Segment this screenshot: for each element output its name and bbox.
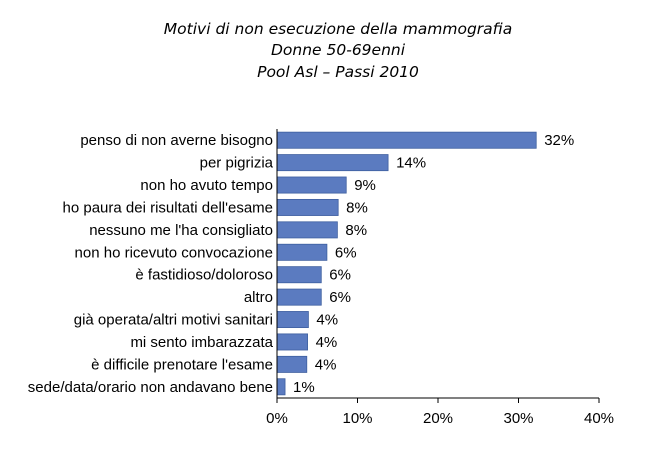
category-label: nessuno me l'ha consigliato [89, 222, 273, 239]
data-label: 1% [293, 379, 315, 396]
chart-title: Motivi di non esecuzione della mammograf… [164, 20, 512, 81]
category-label: già operata/altri motivi sanitari [74, 312, 273, 329]
category-label: per pigrizia [200, 155, 274, 172]
bar [276, 311, 309, 329]
plot-area: penso di non averne bisogno 32% per pigriz… [28, 129, 614, 427]
data-label: 6% [335, 244, 357, 261]
bar [276, 378, 286, 396]
data-label: 8% [345, 222, 367, 239]
data-label: 4% [316, 312, 338, 329]
category-label: è difficile prenotare l'esame [91, 356, 273, 373]
category-label: è fastidioso/doloroso [135, 267, 273, 284]
data-label: 32% [544, 132, 574, 149]
category-label: ho paura dei risultati dell'esame [63, 199, 273, 216]
category-label: penso di non averne bisogno [80, 132, 273, 149]
chart-title-line-2: Donne 50-69enni [271, 41, 406, 59]
category-label: non ho avuto tempo [140, 177, 273, 194]
bar [276, 355, 308, 373]
bar [276, 154, 389, 172]
bar [276, 333, 308, 351]
chart-title-line-3: Pool Asl – Passi 2010 [257, 63, 419, 81]
data-label: 14% [396, 155, 426, 172]
bar [276, 176, 347, 194]
category-label: altro [244, 289, 273, 306]
category-label: non ho ricevuto convocazione [75, 244, 273, 261]
bar [276, 266, 322, 284]
bar [276, 288, 322, 306]
bar [276, 243, 328, 261]
category-label: sede/data/orario non andavano bene [28, 379, 273, 396]
data-label: 8% [346, 199, 368, 216]
x-tick-label: 20% [423, 410, 453, 427]
data-label: 6% [329, 289, 351, 306]
bar [276, 131, 537, 149]
data-label: 9% [354, 177, 376, 194]
x-tick-label: 30% [503, 410, 533, 427]
x-tick-label: 40% [584, 410, 614, 427]
chart-title-line-1: Motivi di non esecuzione della mammograf… [164, 20, 512, 38]
x-tick-label: 10% [342, 410, 372, 427]
data-label: 4% [315, 356, 337, 373]
bar [276, 221, 338, 239]
category-label: mi sento imbarazzata [130, 334, 273, 351]
bar [276, 198, 339, 216]
data-label: 4% [316, 334, 338, 351]
x-tick-label: 0% [266, 410, 288, 427]
data-label: 6% [329, 267, 351, 284]
